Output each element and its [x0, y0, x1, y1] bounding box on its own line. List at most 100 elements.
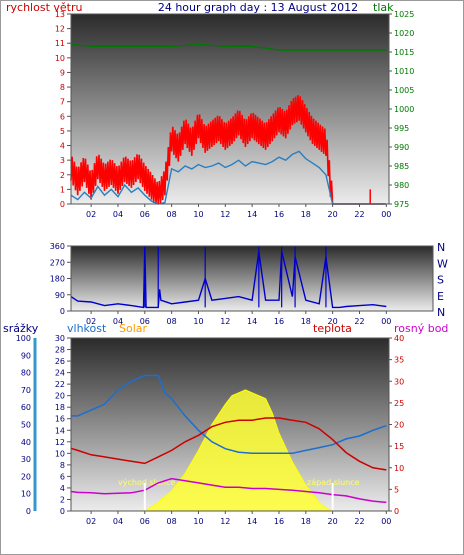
panel2-hour-tick-label: 16 — [274, 317, 284, 326]
panel3-hour-tick-label: 04 — [113, 517, 123, 526]
wind-tick-label: 4 — [60, 142, 65, 151]
humidity-tick-label: 24 — [55, 369, 65, 378]
wind-tick-label: 12 — [55, 25, 65, 34]
temperature-tick-label: 20 — [394, 421, 404, 430]
solar-axis-label: Solar — [119, 322, 148, 335]
rain-tick-label: 50 — [21, 421, 31, 430]
humidity-tick-label: 22 — [55, 380, 65, 389]
rain-tick-label: 40 — [21, 438, 31, 447]
humidity-tick-label: 20 — [55, 392, 65, 401]
rain-tick-label: 80 — [21, 369, 31, 378]
temperature-series — [70, 417, 387, 471]
humidity-tick-label: 14 — [55, 426, 65, 435]
plot-frame — [70, 337, 390, 512]
wind-tick-label: 8 — [60, 83, 65, 92]
panel3-hour-tick-label: 20 — [328, 517, 338, 526]
panel1-hour-tick-label: 04 — [113, 210, 123, 219]
pressure-tick-label: 1005 — [394, 86, 414, 95]
panel2-hour-tick-label: 06 — [140, 317, 150, 326]
rain-tick-label: 30 — [21, 455, 31, 464]
compass-label: W — [437, 257, 448, 270]
pressure-tick-label: 1010 — [394, 67, 414, 76]
rain-tick-label: 0 — [26, 507, 31, 516]
panel3-hour-tick-label: 02 — [86, 517, 96, 526]
rain-tick-label: 100 — [16, 334, 31, 343]
wind-tick-label: 9 — [60, 68, 65, 77]
panel2-hour-tick-label: 10 — [193, 317, 203, 326]
panel1-hour-tick-label: 16 — [274, 210, 284, 219]
compass-label: N — [437, 241, 445, 254]
chart-title: 24 hour graph day : 13 August 2012 — [158, 1, 358, 14]
panel3-hour-tick-label: 08 — [167, 517, 177, 526]
panel1-hour-tick-label: 00 — [381, 210, 391, 219]
compass-label: S — [437, 274, 444, 287]
pressure-tick-label: 985 — [394, 162, 409, 171]
wind-direction-series — [70, 245, 387, 309]
direction-tick-label: 0 — [60, 307, 65, 316]
panel2-hour-tick-label: 00 — [381, 317, 391, 326]
humidity-tick-label: 26 — [55, 357, 65, 366]
direction-tick-label: 360 — [50, 242, 65, 251]
panel1-hour-tick-label: 20 — [328, 210, 338, 219]
temperature-tick-label: 25 — [394, 399, 404, 408]
temperature-tick-label: 15 — [394, 442, 404, 451]
wind-tick-label: 5 — [60, 127, 65, 136]
plot2-background — [71, 246, 433, 311]
compass-label: E — [437, 290, 444, 303]
rain-tick-label: 70 — [21, 386, 31, 395]
wind-axis-label: rychlost větru — [6, 1, 82, 14]
humidity-tick-label: 0 — [60, 507, 65, 516]
sunset-annotation: západ slunce — [307, 478, 360, 487]
compass-label: N — [437, 306, 445, 319]
panel3-hour-tick-label: 06 — [140, 517, 150, 526]
temperature-tick-label: 40 — [394, 334, 404, 343]
humidity-tick-label: 30 — [55, 334, 65, 343]
wind-tick-label: 3 — [60, 156, 65, 165]
temperature-tick-label: 35 — [394, 356, 404, 365]
rain-tick-label: 90 — [21, 351, 31, 360]
sunrise-annotation: východ slunce — [118, 478, 175, 487]
panel2-hour-tick-label: 12 — [220, 317, 230, 326]
panel1-hour-tick-label: 10 — [193, 210, 203, 219]
rain-tick-label: 60 — [21, 403, 31, 412]
panel1-hour-tick-label: 08 — [167, 210, 177, 219]
pressure-tick-label: 1000 — [394, 105, 414, 114]
humidity-tick-label: 16 — [55, 415, 65, 424]
panel1-hour-tick-label: 06 — [140, 210, 150, 219]
panel3-hour-tick-label: 22 — [354, 517, 364, 526]
pressure-tick-label: 1020 — [394, 29, 414, 38]
pressure-tick-label: 975 — [394, 200, 409, 209]
plot-frame — [70, 245, 434, 312]
panel1-hour-tick-label: 18 — [301, 210, 311, 219]
panel2-hour-tick-label: 04 — [113, 317, 123, 326]
pressure-axis-label: tlak — [373, 1, 394, 14]
temperature-tick-label: 10 — [394, 464, 404, 473]
wind-tick-label: 2 — [60, 171, 65, 180]
wind-tick-label: 7 — [60, 98, 65, 107]
humidity-tick-label: 18 — [55, 403, 65, 412]
pressure-tick-label: 990 — [394, 143, 409, 152]
panel1-hour-tick-label: 02 — [86, 210, 96, 219]
temperature-axis-label: teplota — [313, 322, 352, 335]
pressure-tick-label: 1015 — [394, 48, 414, 57]
direction-tick-label: 90 — [55, 291, 65, 300]
panel2-hour-tick-label: 20 — [328, 317, 338, 326]
wind-tick-label: 10 — [55, 54, 65, 63]
pressure-tick-label: 995 — [394, 124, 409, 133]
humidity-tick-label: 10 — [55, 449, 65, 458]
pressure-tick-label: 980 — [394, 181, 409, 190]
rain-tick-label: 10 — [21, 490, 31, 499]
humidity-tick-label: 2 — [60, 495, 65, 504]
wind-tick-label: 6 — [60, 112, 65, 121]
rain-tick-label: 20 — [21, 472, 31, 481]
wind-tick-label: 11 — [55, 39, 65, 48]
humidity-tick-label: 6 — [60, 472, 65, 481]
panel1-hour-tick-label: 22 — [354, 210, 364, 219]
panel3-hour-tick-label: 00 — [381, 517, 391, 526]
temperature-tick-label: 0 — [394, 507, 399, 516]
humidity-tick-label: 28 — [55, 346, 65, 355]
panel3-hour-tick-label: 12 — [220, 517, 230, 526]
wind-tick-label: 1 — [60, 185, 65, 194]
panel3-hour-tick-label: 14 — [247, 517, 257, 526]
